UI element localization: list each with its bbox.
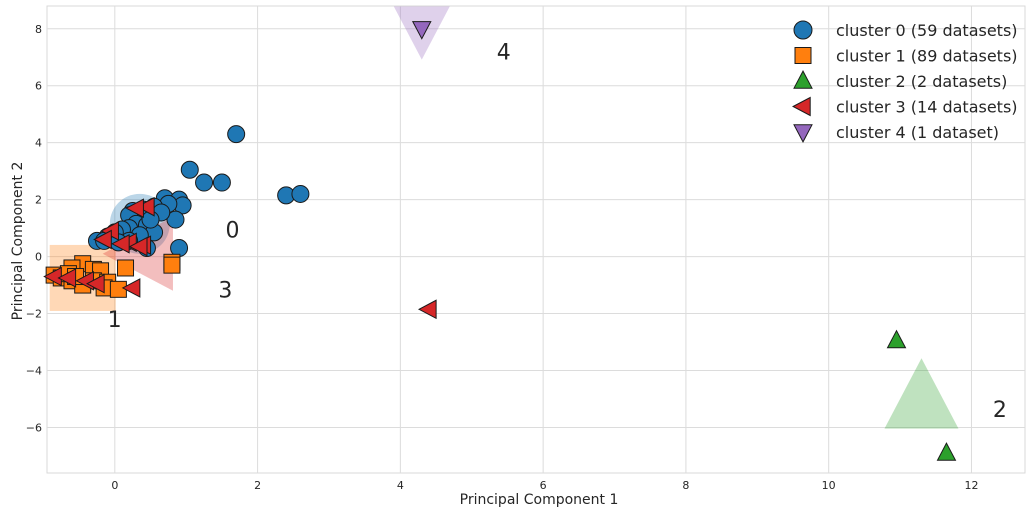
legend-marker-cluster-3 (792, 96, 811, 117)
y-tick-label: −4 (26, 364, 42, 377)
data-points (43, 21, 957, 461)
cluster-labels: 0 1 2 3 4 (108, 41, 1007, 423)
point-cluster-1 (163, 256, 181, 274)
y-tick-label: −2 (26, 308, 42, 321)
y-tick-label: −6 (26, 421, 42, 434)
legend-entry-cluster-0: cluster 0 (59 datasets) (836, 21, 1018, 40)
legend-entry-cluster-2: cluster 2 (2 datasets) (836, 72, 1007, 91)
point-cluster-1 (117, 259, 135, 277)
y-tick-label: 4 (35, 137, 42, 150)
point-cluster-0 (227, 125, 246, 144)
point-cluster-0 (291, 184, 310, 203)
x-tick-label: 12 (964, 479, 978, 492)
point-cluster-3 (125, 198, 144, 219)
y-tick-label: 2 (35, 194, 42, 207)
point-cluster-0 (195, 173, 214, 192)
x-tick-label: 10 (822, 479, 836, 492)
plot-area (46, 5, 1026, 474)
x-tick-label: 8 (682, 479, 689, 492)
legend-marker-cluster-2 (793, 70, 813, 89)
point-cluster-3 (121, 278, 141, 298)
x-tick-label: 4 (397, 479, 404, 492)
point-cluster-3 (417, 299, 437, 320)
point-cluster-3 (110, 233, 130, 254)
cluster-label-1: 1 (108, 308, 122, 333)
legend-marker-cluster-1 (794, 47, 812, 64)
legend-marker-cluster-0 (793, 20, 813, 40)
centroid-cluster-2 (884, 358, 959, 429)
cluster-label-0: 0 (225, 219, 239, 244)
y-tick-label: 6 (35, 80, 42, 93)
point-cluster-2 (936, 442, 957, 461)
point-cluster-3 (128, 236, 148, 257)
cluster-label-4: 4 (497, 41, 511, 66)
point-cluster-0 (166, 210, 185, 229)
x-tick-label: 2 (254, 479, 261, 492)
x-axis-title: Principal Component 1 (460, 492, 619, 508)
point-cluster-2 (886, 329, 907, 349)
point-cluster-3 (135, 196, 155, 217)
cluster-label-2: 2 (993, 398, 1007, 423)
point-cluster-0 (212, 173, 231, 192)
point-cluster-0 (180, 160, 199, 179)
point-cluster-1 (109, 280, 127, 298)
cluster-label-3: 3 (218, 278, 232, 303)
y-tick-label: 0 (35, 251, 42, 264)
x-tick-label: 6 (540, 479, 547, 492)
legend-entry-cluster-3: cluster 3 (14 datasets) (836, 98, 1018, 117)
grid-lines (46, 5, 1026, 474)
point-cluster-3 (57, 268, 77, 288)
x-tick-label: 0 (111, 479, 118, 492)
legend-entry-cluster-4: cluster 4 (1 dataset) (836, 123, 999, 142)
point-cluster-4 (411, 21, 432, 40)
legend-marker-cluster-4 (793, 124, 813, 143)
y-axis-title: Principal Component 2 (10, 162, 26, 321)
legend-entry-cluster-1: cluster 1 (89 datasets) (836, 47, 1018, 66)
legend: cluster 0 (59 datasets) cluster 1 (89 dat… (792, 20, 1018, 143)
y-tick-label: 8 (35, 23, 42, 36)
point-cluster-3 (85, 273, 105, 294)
point-cluster-3 (93, 229, 112, 250)
